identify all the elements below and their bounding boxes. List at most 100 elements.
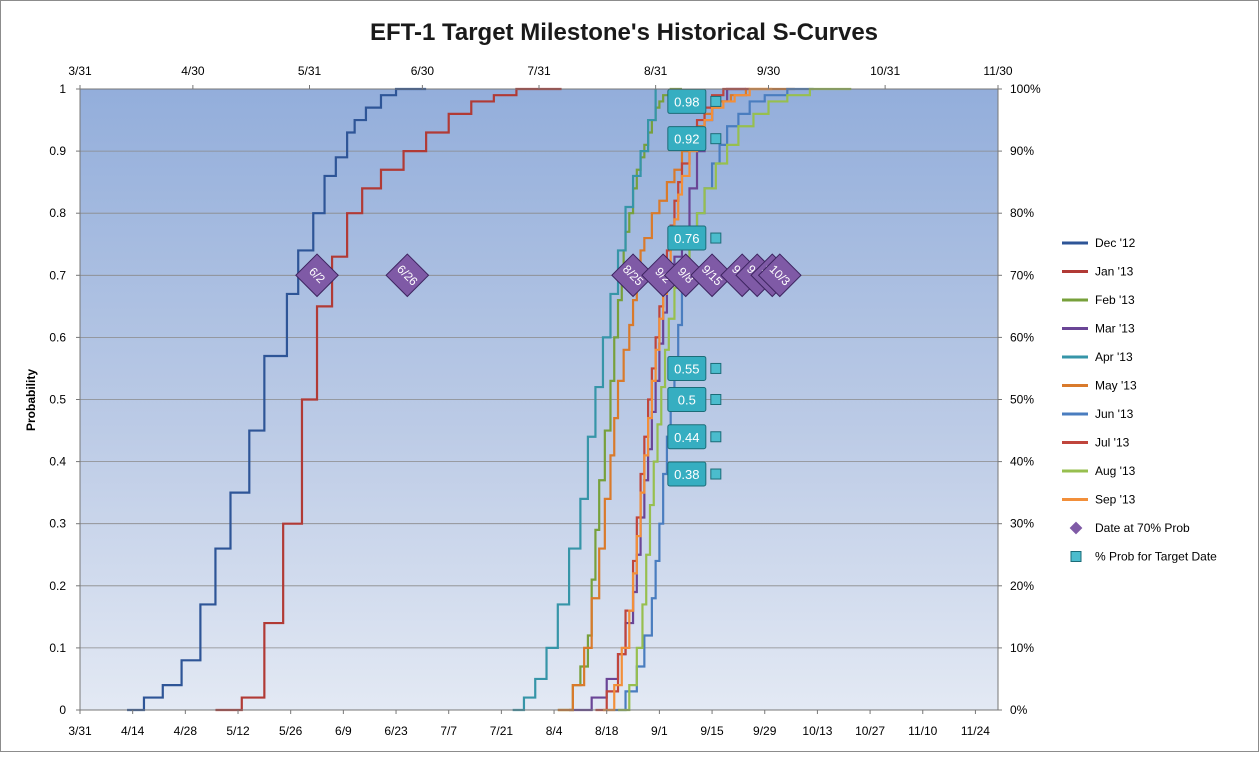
x-top-tick-label: 9/30 (757, 64, 781, 78)
x-bottom-tick-label: 9/1 (651, 724, 668, 738)
legend-entry: Apr '13 (1095, 350, 1133, 364)
y-left-tick-label: 1 (59, 82, 66, 96)
y-left-tick-label: 0.9 (49, 144, 66, 158)
diamond-shape (385, 253, 430, 298)
x-top-tick-label: 6/30 (411, 64, 435, 78)
y-left-tick-label: 0.1 (49, 641, 66, 655)
target-prob-marker (710, 468, 722, 480)
legend-entry: Aug '13 (1095, 464, 1136, 478)
x-bottom-tick-label: 4/14 (121, 724, 145, 738)
diamond-shape (295, 253, 339, 298)
x-top-tick-label: 8/31 (644, 64, 668, 78)
x-bottom-tick-label: 3/31 (68, 724, 92, 738)
legend-entry: Jan '13 (1095, 265, 1134, 279)
y-right-tick-label: 0% (1010, 703, 1028, 717)
y-right-tick-label: 60% (1010, 330, 1034, 344)
series-line-jun-13 (606, 87, 814, 712)
y-right-tick-label: 50% (1010, 393, 1034, 407)
x-bottom-tick-label: 7/21 (490, 724, 514, 738)
legend-entry: % Prob for Target Date (1095, 550, 1217, 564)
x-bottom-tick-label: 9/29 (753, 724, 777, 738)
date-70-marker: 9/2 (641, 253, 686, 298)
x-bottom-tick-label: 6/23 (384, 724, 408, 738)
target-prob-marker (710, 232, 722, 244)
y-left-tick-label: 0.8 (49, 206, 66, 220)
target-prob-box (667, 355, 707, 381)
series-lines (127, 87, 852, 712)
target-prob-marker (710, 431, 722, 443)
date-70-marker: 9/8 (663, 253, 708, 298)
legend-square-icon (1070, 551, 1082, 562)
y-right-tick-label: 90% (1010, 144, 1034, 158)
series-line-jan-13 (215, 87, 562, 712)
y-right-tick-label: 70% (1010, 268, 1034, 282)
target-prob-label: 0.55 (674, 361, 699, 376)
x-top-tick-label: 10/31 (870, 64, 900, 78)
target-prob-box (667, 387, 707, 412)
x-top-tick-label: 4/30 (181, 64, 205, 78)
x-bottom-tick-label: 10/13 (802, 724, 832, 738)
x-bottom-tick-label: 9/15 (700, 724, 724, 738)
y-right-tick-label: 100% (1010, 82, 1041, 96)
x-bottom-tick-label: 5/26 (279, 724, 303, 738)
y-left-tick-label: 0 (59, 703, 66, 717)
legend: Dec '12 Jan '13 Feb '13 Mar '13 Apr '13 May '… (1062, 236, 1217, 564)
x-top-tick-label: 3/31 (68, 64, 92, 78)
y-right-tick-label: 80% (1010, 206, 1034, 220)
y-right-tick-label: 10% (1010, 641, 1034, 655)
markers: 6/26/268/259/29/89/159/239/2710/110/30.9… (295, 88, 802, 487)
target-prob-label: 0.92 (674, 132, 699, 147)
x-bottom-tick-label: 8/18 (595, 724, 619, 738)
y-right-tick-label: 30% (1010, 517, 1034, 531)
legend-entry: Mar '13 (1095, 322, 1135, 336)
date-70-marker: 6/2 (295, 253, 339, 298)
legend-entry: Jul '13 (1095, 436, 1130, 450)
x-bottom-tick-label: 7/7 (440, 724, 457, 738)
y-left-tick-label: 0.6 (49, 330, 66, 344)
date-70-marker: 6/26 (385, 253, 430, 298)
x-top-tick-label: 5/31 (298, 64, 322, 78)
target-prob-marker (710, 133, 722, 145)
target-prob-label: 0.38 (674, 467, 699, 482)
target-prob-marker (710, 362, 722, 374)
y-left-tick-label: 0.4 (49, 455, 66, 469)
target-prob-box (667, 461, 707, 487)
y-axis-label: Probability (24, 369, 38, 431)
y-right-tick-label: 20% (1010, 579, 1034, 593)
target-prob-label: 0.98 (674, 94, 699, 109)
target-prob-marker (710, 95, 722, 107)
y-left-tick-label: 0.2 (49, 579, 66, 593)
x-top-tick-label: 11/30 (983, 64, 1012, 78)
x-bottom-tick-label: 6/9 (335, 724, 352, 738)
x-bottom-tick-label: 10/27 (855, 724, 885, 738)
legend-entry: Sep '13 (1095, 493, 1136, 507)
x-bottom-tick-label: 4/28 (174, 724, 198, 738)
legend-entry: Feb '13 (1095, 293, 1135, 307)
diamond-shape (663, 253, 708, 298)
series-line-dec-12 (127, 87, 427, 712)
date-70-marker: 9/15 (690, 253, 734, 298)
target-prob-label: 0.5 (678, 393, 696, 408)
date-70-marker: 10/3 (757, 253, 802, 298)
diamond-shape (690, 253, 734, 298)
legend-entry: Jun '13 (1095, 407, 1134, 421)
chart-title: EFT-1 Target Milestone's Historical S-Cu… (370, 19, 878, 46)
target-prob-box (667, 424, 707, 450)
target-prob-marker (710, 394, 722, 405)
target-prob-label: 0.76 (674, 231, 699, 246)
x-bottom-tick-label: 5/12 (226, 724, 250, 738)
x-bottom-tick-label: 11/10 (908, 724, 937, 738)
x-bottom-tick-label: 11/24 (961, 724, 990, 738)
y-left-tick-label: 0.7 (49, 268, 66, 282)
diamond-shape (611, 253, 655, 298)
target-prob-label: 0.44 (674, 430, 699, 445)
legend-entry: Dec '12 (1095, 236, 1136, 250)
gridlines (80, 150, 998, 649)
date-70-marker: 8/25 (611, 253, 655, 298)
x-bottom-tick-label: 8/4 (546, 724, 563, 738)
y-right-tick-label: 40% (1010, 455, 1034, 469)
target-prob-box (667, 225, 707, 251)
legend-entry: Date at 70% Prob (1095, 521, 1190, 535)
diamond-shape (641, 253, 686, 298)
